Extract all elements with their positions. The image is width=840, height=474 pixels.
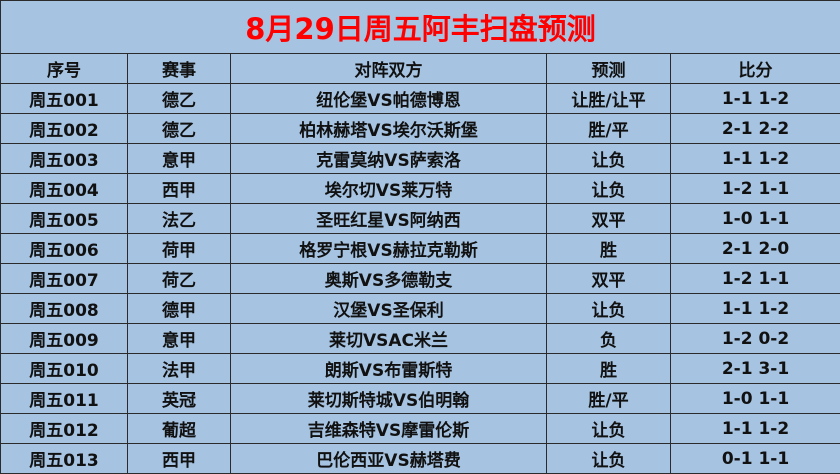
match-id-cell: 周五001 bbox=[0, 83, 128, 114]
match-id-cell: 周五007 bbox=[0, 263, 128, 294]
score-cell: 1-2 0-2 bbox=[669, 323, 840, 354]
prediction-cell: 胜/平 bbox=[546, 113, 671, 144]
prediction-cell: 负 bbox=[546, 323, 671, 354]
prediction-cell: 让负 bbox=[546, 413, 671, 444]
table-row: 周五007 荷乙 奥斯VS多德勒支 双平 1-2 1-1 bbox=[0, 263, 840, 294]
header-match: 对阵双方 bbox=[230, 53, 547, 84]
page-title: 8月29日周五阿丰扫盘预测 bbox=[0, 0, 840, 54]
table-row: 周五001 德乙 纽伦堡VS帕德博恩 让胜/让平 1-1 1-2 bbox=[0, 83, 840, 114]
teams-cell: 埃尔切VS莱万特 bbox=[230, 173, 547, 204]
table-row: 周五003 意甲 克雷莫纳VS萨索洛 让负 1-1 1-2 bbox=[0, 143, 840, 174]
league-cell: 葡超 bbox=[127, 413, 231, 444]
table-row: 周五009 意甲 莱切VSAC米兰负 1-2 0-2 bbox=[0, 323, 840, 354]
prediction-cell: 让负 bbox=[546, 143, 671, 174]
match-id-cell: 周五003 bbox=[0, 143, 128, 174]
league-cell: 荷甲 bbox=[127, 233, 231, 264]
teams-cell: 格罗宁根VS赫拉克勒斯 bbox=[230, 233, 547, 264]
league-cell: 荷乙 bbox=[127, 263, 231, 294]
match-id-cell: 周五004 bbox=[0, 173, 128, 204]
match-id-cell: 周五013 bbox=[0, 443, 128, 474]
league-cell: 德乙 bbox=[127, 113, 231, 144]
teams-cell: 汉堡VS圣保利 bbox=[230, 293, 547, 324]
header-league: 赛事 bbox=[127, 53, 231, 84]
table-row: 周五012 葡超 吉维森特VS摩雷伦斯 让负 1-1 1-2 bbox=[0, 413, 840, 444]
prediction-cell: 让负 bbox=[546, 443, 671, 474]
score-cell: 2-1 2-0 bbox=[669, 233, 840, 264]
teams-cell: 朗斯VS布雷斯特 bbox=[230, 353, 547, 384]
table-row: 周五002 德乙 柏林赫塔VS埃尔沃斯堡 胜/平 2-1 2-2 bbox=[0, 113, 840, 144]
league-cell: 法甲 bbox=[127, 353, 231, 384]
header-pick: 预测 bbox=[546, 53, 671, 84]
league-cell: 意甲 bbox=[127, 143, 231, 174]
header-row: 序号 赛事 对阵双方 预测 比分 bbox=[0, 53, 840, 84]
teams-cell: 吉维森特VS摩雷伦斯 bbox=[230, 413, 547, 444]
league-cell: 德乙 bbox=[127, 83, 231, 114]
score-cell: 1-1 1-2 bbox=[669, 413, 840, 444]
score-cell: 1-1 1-2 bbox=[669, 83, 840, 114]
match-id-cell: 周五011 bbox=[0, 383, 128, 414]
prediction-cell: 双平 bbox=[546, 263, 671, 294]
score-cell: 2-1 3-1 bbox=[669, 353, 840, 384]
prediction-cell: 胜 bbox=[546, 353, 671, 384]
table-row: 周五004 西甲 埃尔切VS莱万特 让负 1-2 1-1 bbox=[0, 173, 840, 204]
league-cell: 西甲 bbox=[127, 173, 231, 204]
league-cell: 意甲 bbox=[127, 323, 231, 354]
prediction-cell: 胜/平 bbox=[546, 383, 671, 414]
score-cell: 1-1 1-2 bbox=[669, 293, 840, 324]
table-row: 周五006 荷甲 格罗宁根VS赫拉克勒斯胜 2-1 2-0 bbox=[0, 233, 840, 264]
teams-cell: 巴伦西亚VS赫塔费 bbox=[230, 443, 547, 474]
league-cell: 法乙 bbox=[127, 203, 231, 234]
prediction-cell: 让负 bbox=[546, 293, 671, 324]
score-cell: 1-2 1-1 bbox=[669, 173, 840, 204]
teams-cell: 纽伦堡VS帕德博恩 bbox=[230, 83, 547, 114]
score-cell: 1-0 1-1 bbox=[669, 383, 840, 414]
teams-cell: 柏林赫塔VS埃尔沃斯堡 bbox=[230, 113, 547, 144]
match-id-cell: 周五010 bbox=[0, 353, 128, 384]
prediction-cell: 双平 bbox=[546, 203, 671, 234]
match-id-cell: 周五009 bbox=[0, 323, 128, 354]
score-cell: 0-1 1-1 bbox=[669, 443, 840, 474]
match-id-cell: 周五006 bbox=[0, 233, 128, 264]
league-cell: 英冠 bbox=[127, 383, 231, 414]
header-score: 比分 bbox=[669, 53, 840, 84]
teams-cell: 莱切VSAC米兰 bbox=[230, 323, 547, 354]
league-cell: 西甲 bbox=[127, 443, 231, 474]
teams-cell: 奥斯VS多德勒支 bbox=[230, 263, 547, 294]
match-id-cell: 周五012 bbox=[0, 413, 128, 444]
match-id-cell: 周五008 bbox=[0, 293, 128, 324]
prediction-cell: 让胜/让平 bbox=[546, 83, 671, 114]
teams-cell: 克雷莫纳VS萨索洛 bbox=[230, 143, 547, 174]
score-cell: 1-2 1-1 bbox=[669, 263, 840, 294]
table-row: 周五011 英冠 莱切斯特城VS伯明翰 胜/平 1-0 1-1 bbox=[0, 383, 840, 414]
score-cell: 1-1 1-2 bbox=[669, 143, 840, 174]
table-row: 周五010 法甲 朗斯VS布雷斯特胜 2-1 3-1 bbox=[0, 353, 840, 384]
league-cell: 德甲 bbox=[127, 293, 231, 324]
score-cell: 1-0 1-1 bbox=[669, 203, 840, 234]
prediction-cell: 胜 bbox=[546, 233, 671, 264]
table-row: 周五005 法乙 圣旺红星VS阿纳西 双平 1-0 1-1 bbox=[0, 203, 840, 234]
teams-cell: 莱切斯特城VS伯明翰 bbox=[230, 383, 547, 414]
prediction-cell: 让负 bbox=[546, 173, 671, 204]
header-id: 序号 bbox=[0, 53, 128, 84]
table-row: 周五013 西甲 巴伦西亚VS赫塔费 让负 0-1 1-1 bbox=[0, 443, 840, 474]
table-row: 周五008 德甲 汉堡VS圣保利 让负 1-1 1-2 bbox=[0, 293, 840, 324]
score-cell: 2-1 2-2 bbox=[669, 113, 840, 144]
teams-cell: 圣旺红星VS阿纳西 bbox=[230, 203, 547, 234]
match-id-cell: 周五005 bbox=[0, 203, 128, 234]
match-id-cell: 周五002 bbox=[0, 113, 128, 144]
